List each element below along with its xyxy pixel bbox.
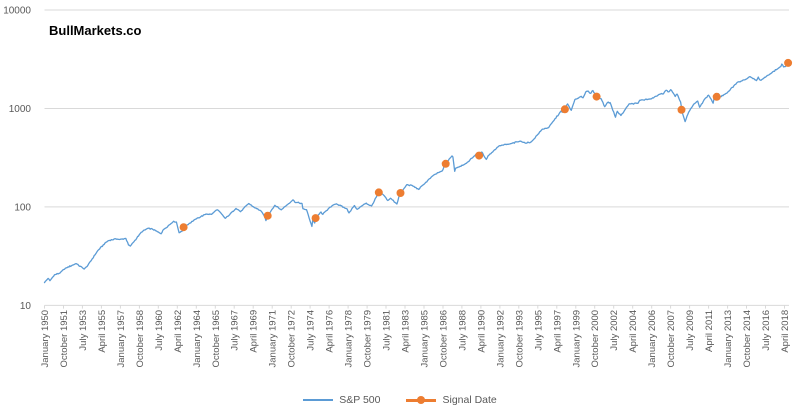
x-tick-label: July 1953 bbox=[78, 310, 89, 351]
x-tick-label: April 2011 bbox=[704, 310, 715, 352]
x-tick-label: April 1969 bbox=[249, 310, 260, 353]
signal-marker bbox=[441, 159, 450, 168]
legend-label-sp500: S&P 500 bbox=[339, 394, 381, 406]
x-tick-label: January 1992 bbox=[495, 310, 506, 368]
y-tick-label: 10000 bbox=[3, 6, 31, 17]
brand-title: BullMarkets.co bbox=[49, 23, 142, 38]
signal-marker bbox=[263, 211, 272, 220]
x-tick-label: July 1995 bbox=[533, 310, 544, 351]
legend-item-sp500: S&P 500 bbox=[303, 394, 380, 406]
sp500-line-swatch bbox=[303, 399, 334, 401]
x-tick-label: July 1967 bbox=[230, 310, 241, 351]
signal-date-swatch bbox=[406, 396, 437, 404]
x-tick-label: October 1979 bbox=[363, 310, 374, 368]
sp500-line bbox=[43, 62, 790, 284]
x-tick-label: January 1978 bbox=[344, 310, 355, 368]
x-tick-label: April 1997 bbox=[552, 310, 563, 353]
signal-marker bbox=[712, 92, 721, 101]
x-tick-label: October 1965 bbox=[211, 310, 222, 368]
x-tick-label: January 1971 bbox=[268, 310, 279, 368]
x-tick-label: October 1951 bbox=[59, 310, 70, 368]
x-tick-label: July 2016 bbox=[761, 310, 772, 351]
x-tick-label: July 1960 bbox=[154, 310, 165, 351]
signal-marker bbox=[311, 214, 320, 223]
chart-legend: S&P 500 Signal Date bbox=[0, 394, 800, 406]
x-tick-label: October 2007 bbox=[666, 310, 677, 368]
x-tick-label: January 1999 bbox=[571, 310, 582, 368]
legend-label-signal-date: Signal Date bbox=[442, 394, 497, 406]
x-tick-label: January 1957 bbox=[116, 310, 127, 368]
x-tick-label: April 1955 bbox=[97, 310, 108, 353]
x-tick-label: October 1972 bbox=[287, 310, 298, 368]
x-tick-label: July 1974 bbox=[306, 310, 317, 351]
x-tick-label: October 2000 bbox=[590, 310, 601, 368]
x-tick-label: October 1958 bbox=[135, 310, 146, 368]
signal-marker bbox=[179, 223, 188, 232]
signal-marker bbox=[592, 92, 601, 101]
x-tick-label: January 1964 bbox=[192, 310, 203, 368]
signal-marker bbox=[475, 151, 484, 160]
x-tick-label: April 2004 bbox=[628, 310, 639, 353]
x-tick-label: October 2014 bbox=[742, 310, 753, 368]
x-tick-label: October 1986 bbox=[439, 310, 450, 368]
x-tick-label: October 1993 bbox=[514, 310, 525, 368]
x-tick-label: January 1985 bbox=[420, 310, 431, 368]
x-tick-label: January 1950 bbox=[40, 310, 51, 368]
x-tick-label: July 2009 bbox=[685, 310, 696, 351]
x-tick-label: April 1983 bbox=[401, 310, 412, 353]
x-tick-label: April 1976 bbox=[325, 310, 336, 353]
legend-item-signal-date: Signal Date bbox=[406, 394, 497, 406]
signal-date-dot-icon bbox=[417, 396, 426, 404]
signal-marker bbox=[784, 58, 793, 67]
y-tick-label: 100 bbox=[14, 202, 31, 213]
x-tick-label: April 1962 bbox=[173, 310, 184, 353]
x-tick-label: July 2002 bbox=[609, 310, 620, 351]
signal-marker bbox=[560, 105, 569, 114]
signal-marker bbox=[374, 188, 383, 197]
x-tick-label: July 1981 bbox=[382, 310, 393, 351]
x-tick-label: January 2006 bbox=[647, 310, 658, 368]
signal-marker bbox=[396, 189, 405, 197]
x-tick-label: July 1988 bbox=[457, 310, 468, 351]
x-tick-label: April 1990 bbox=[476, 310, 487, 353]
y-tick-label: 1000 bbox=[9, 104, 32, 115]
x-tick-label: April 2018 bbox=[780, 310, 791, 353]
y-tick-label: 10 bbox=[20, 301, 32, 312]
x-tick-label: January 2013 bbox=[723, 310, 734, 368]
signal-marker bbox=[677, 105, 686, 114]
